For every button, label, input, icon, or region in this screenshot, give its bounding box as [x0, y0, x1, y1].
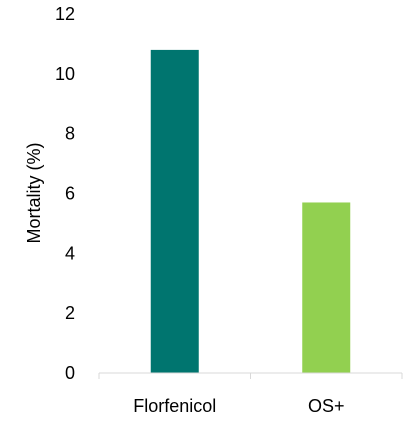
y-axis-title: Mortality (%) [24, 142, 44, 243]
y-tick-label: 10 [55, 64, 75, 84]
bar-os [302, 202, 351, 373]
bar-florfenicol [150, 49, 199, 374]
x-category-labels: Florfenicol OS+ [133, 396, 344, 416]
x-category-label: Florfenicol [133, 396, 216, 416]
y-tick-label: 4 [65, 243, 75, 263]
y-tick-label: 12 [55, 4, 75, 24]
x-axis [98, 372, 403, 379]
y-tick-label: 6 [65, 184, 75, 204]
x-category-label: OS+ [308, 396, 345, 416]
bars [150, 49, 351, 374]
y-tick-labels: 0 2 4 6 8 10 12 [55, 4, 75, 383]
y-tick-label: 0 [65, 363, 75, 383]
y-tick-label: 2 [65, 303, 75, 323]
y-tick-label: 8 [65, 124, 75, 144]
